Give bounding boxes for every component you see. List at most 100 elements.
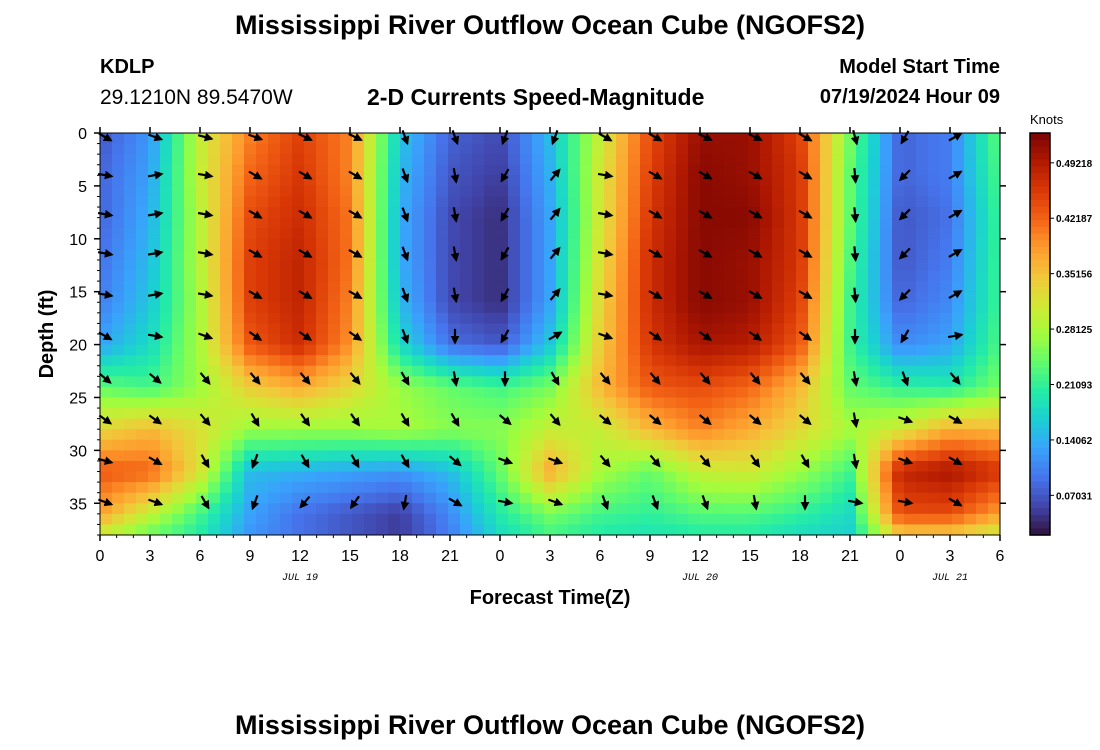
heatmap-cell [208, 312, 221, 325]
heatmap-cell [484, 355, 497, 367]
heatmap-cell [820, 365, 833, 377]
heatmap-cell [112, 154, 125, 166]
heatmap-cell [376, 291, 389, 303]
heatmap-cell [820, 196, 833, 208]
heatmap-cell [352, 397, 365, 409]
heatmap-cell [520, 460, 533, 473]
heatmap-cell [208, 386, 221, 399]
heatmap-cell [424, 492, 437, 504]
heatmap-cell [364, 397, 377, 409]
heatmap-cell [580, 185, 593, 198]
heatmap-cell [988, 460, 1000, 473]
heatmap-cell [352, 185, 365, 198]
heatmap-cell [412, 344, 425, 356]
heatmap-cell [436, 355, 449, 367]
heatmap-cell [700, 302, 713, 314]
heatmap-cell [316, 450, 329, 462]
heatmap-cell [472, 439, 485, 451]
heatmap-cell [592, 344, 605, 356]
heatmap-cell [832, 460, 845, 473]
heatmap-cell [916, 259, 929, 272]
heatmap-cell [412, 355, 425, 367]
x-tick-label: 3 [146, 548, 155, 565]
current-arrow [949, 372, 961, 385]
heatmap-cell [100, 196, 113, 208]
heatmap-cell [580, 291, 593, 303]
heatmap-cell [616, 397, 629, 409]
heatmap-cell [928, 524, 941, 535]
heatmap-cell [412, 133, 425, 145]
heatmap-cell [328, 492, 341, 504]
heatmap-cell [292, 334, 305, 346]
heatmap-cell [580, 281, 593, 293]
heatmap-cell [472, 196, 485, 208]
heatmap-cell [676, 460, 689, 473]
colorbar-tick-label: 0.35156 [1056, 270, 1093, 281]
heatmap-cell [892, 355, 905, 367]
heatmap-cell [880, 217, 893, 229]
heatmap-cell [628, 312, 641, 325]
heatmap-cell [292, 281, 305, 293]
heatmap-cell [208, 524, 221, 535]
heatmap-cell [436, 482, 449, 494]
heatmap-cell [592, 312, 605, 325]
heatmap-cell [856, 334, 869, 346]
heatmap-cell [160, 175, 173, 187]
heatmap-cell [772, 365, 785, 377]
heatmap-cell [220, 291, 233, 303]
heatmap-cell [100, 471, 113, 483]
heatmap-cell [316, 386, 329, 399]
heatmap-cell [964, 323, 977, 335]
heatmap-cell [304, 238, 317, 250]
current-arrow [798, 132, 813, 142]
station-coordinates: 29.1210N 89.5470W [100, 86, 293, 109]
heatmap-cell [508, 429, 521, 441]
heatmap-cell [556, 365, 569, 377]
heatmap-cell [316, 323, 329, 335]
heatmap-cell [532, 524, 545, 535]
heatmap-cell [760, 196, 773, 208]
y-tick-label: 35 [69, 496, 87, 513]
heatmap-cell [316, 482, 329, 494]
heatmap-cell [784, 503, 797, 515]
heatmap-cell [544, 355, 557, 367]
heatmap-cell [232, 154, 245, 166]
heatmap-cell [436, 492, 449, 504]
heatmap-cell [508, 513, 521, 526]
heatmap-cell [712, 471, 725, 483]
heatmap-cell [364, 249, 377, 261]
heatmap-cell [160, 185, 173, 198]
heatmap-cell [508, 323, 521, 335]
heatmap-cell [304, 450, 317, 462]
heatmap-cell [268, 185, 281, 198]
current-arrow [699, 454, 711, 468]
heatmap-cell [388, 513, 401, 526]
heatmap-cell [424, 460, 437, 473]
heatmap-cell [280, 439, 293, 451]
heatmap-cell [268, 418, 281, 430]
heatmap-cell [964, 386, 977, 399]
heatmap-cell [220, 408, 233, 420]
heatmap-cell [964, 154, 977, 166]
heatmap-cell [952, 450, 965, 462]
heatmap-cell [556, 238, 569, 250]
heatmap-cell [640, 217, 653, 229]
heatmap-cell [292, 238, 305, 250]
heatmap-cell [100, 175, 113, 187]
heatmap-cell [904, 164, 917, 176]
heatmap-cell [652, 492, 665, 504]
heatmap-cell [976, 259, 989, 272]
heatmap-cell [268, 460, 281, 473]
heatmap-cell [532, 386, 545, 399]
heatmap-cell [772, 323, 785, 335]
heatmap-cell [328, 228, 341, 240]
heatmap-cell [616, 323, 629, 335]
heatmap-cell [364, 175, 377, 187]
heatmap-cell [796, 281, 809, 293]
heatmap-cell [604, 323, 617, 335]
heatmap-cell [832, 355, 845, 367]
heatmap-cell [376, 217, 389, 229]
current-arrow [698, 248, 713, 258]
heatmap-cell [172, 238, 185, 250]
heatmap-cell [712, 408, 725, 420]
